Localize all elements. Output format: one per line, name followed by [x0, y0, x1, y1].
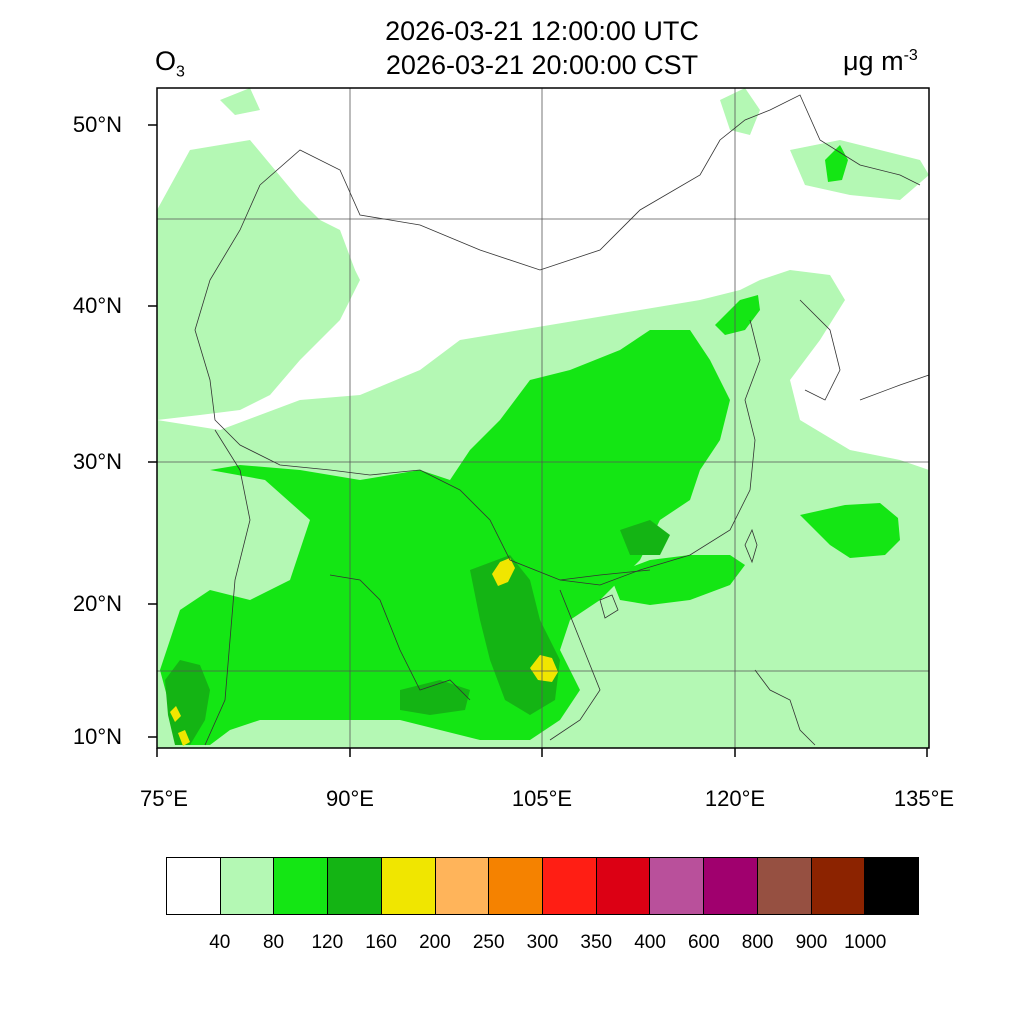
- light-green-region-west: [157, 140, 360, 420]
- colorbar-box: [167, 858, 221, 914]
- dark-green-region-myanmar: [400, 680, 470, 715]
- lat-label-10n: 10°N: [72, 724, 122, 749]
- unit-label: μg m-3: [843, 46, 918, 77]
- coast-south-china: [559, 319, 761, 586]
- axis-ticks: [148, 124, 928, 757]
- yellow-region-india: [170, 706, 181, 722]
- lon-label-75e: 75°E: [140, 786, 188, 811]
- light-green-region-north: [220, 88, 260, 115]
- colorbar-label: 120: [311, 932, 344, 953]
- coast-indochina: [549, 589, 601, 741]
- colorbar-box: [328, 858, 382, 914]
- country-borders: [194, 94, 930, 746]
- yellow-region-india-south: [178, 730, 190, 746]
- concentration-field: [157, 88, 929, 748]
- light-green-region-kazakh: [300, 210, 355, 300]
- colorbar-box: [811, 858, 866, 914]
- island-hainan: [599, 594, 619, 619]
- coast-bay-of-bengal: [329, 574, 471, 701]
- border-china-west: [194, 184, 651, 581]
- green-region-south-asia: [160, 330, 730, 745]
- variable-subscript: 3: [176, 63, 185, 81]
- colorbar-label: 1000: [844, 932, 887, 953]
- yellow-region-yunnan: [492, 558, 515, 586]
- unit-exponent: -3: [903, 47, 918, 64]
- coast-japan: [859, 374, 930, 401]
- light-green-region-northeast-2: [790, 140, 929, 200]
- map-frame: [156, 87, 930, 749]
- variable-name: O: [155, 46, 177, 76]
- dark-green-region-india: [165, 660, 210, 745]
- colorbar-label: 900: [795, 932, 828, 953]
- colorbar-label: 160: [365, 932, 397, 953]
- lat-label-20n: 20°N: [72, 591, 122, 616]
- lon-label-90e: 90°E: [326, 786, 374, 811]
- colorbar-box: [220, 858, 275, 914]
- colorbar-label: 80: [262, 932, 285, 953]
- border-india: [204, 429, 251, 746]
- level-160-200: [170, 558, 558, 746]
- light-green-region-northeast: [720, 88, 760, 135]
- lat-label-40n: 40°N: [72, 293, 122, 318]
- colorbar-label: 350: [580, 932, 613, 953]
- map-title-utc: 2026-03-21 12:00:00 UTC: [385, 16, 699, 46]
- colorbar-label: 800: [741, 932, 774, 953]
- island-taiwan: [744, 528, 758, 564]
- colorbar-box: [704, 858, 758, 914]
- colorbar-box: [489, 858, 544, 914]
- colorbar-box: [381, 858, 436, 914]
- colorbar-label: 300: [526, 932, 559, 953]
- colorbar-box: [435, 858, 490, 914]
- colorbar-box: [757, 858, 812, 914]
- lon-label-120e: 120°E: [704, 786, 766, 811]
- lat-label-30n: 30°N: [72, 449, 122, 474]
- islands-philippines: [754, 669, 816, 746]
- green-region-bohai: [715, 295, 760, 335]
- colorbar-box: [596, 858, 651, 914]
- coast-korea: [799, 299, 841, 401]
- level-80-120: [160, 145, 900, 745]
- colorbar: [166, 857, 919, 915]
- colorbar-label: 400: [634, 932, 666, 953]
- lon-label-105e: 105°E: [511, 786, 573, 811]
- colorbar-box: [274, 858, 329, 914]
- unit-base: μg m: [843, 46, 904, 76]
- colorbar-box: [865, 858, 919, 914]
- map-title-cst: 2026-03-21 20:00:00 CST: [385, 50, 699, 80]
- green-region-taiwan-east: [800, 503, 900, 558]
- green-region-south-china-sea: [610, 555, 745, 605]
- colorbar-box: [543, 858, 597, 914]
- colorbar-label: 600: [687, 932, 720, 953]
- yellow-region-laos: [530, 655, 558, 682]
- colorbar-box: [650, 858, 705, 914]
- dark-green-region-central-china: [620, 520, 670, 555]
- graticule: [157, 88, 929, 748]
- variable-label: O3: [155, 46, 185, 81]
- border-china-north: [259, 94, 921, 271]
- colorbar-label: 40: [209, 932, 231, 953]
- colorbar-label: 200: [419, 932, 451, 953]
- lon-label-135e: 135°E: [893, 786, 955, 811]
- lat-label-50n: 50°N: [72, 112, 122, 137]
- colorbar-label: 250: [472, 932, 505, 953]
